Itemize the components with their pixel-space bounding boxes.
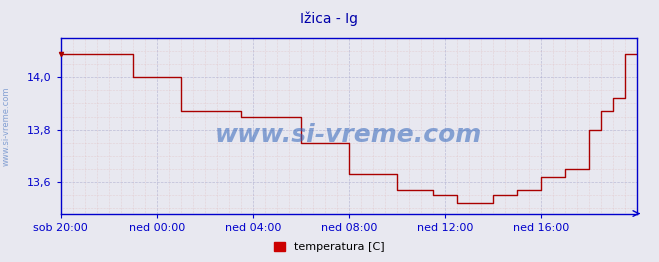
Text: www.si-vreme.com: www.si-vreme.com: [215, 123, 482, 146]
Legend: temperatura [C]: temperatura [C]: [270, 237, 389, 256]
Text: www.si-vreme.com: www.si-vreme.com: [2, 86, 11, 166]
Text: Ižica - Ig: Ižica - Ig: [301, 12, 358, 26]
